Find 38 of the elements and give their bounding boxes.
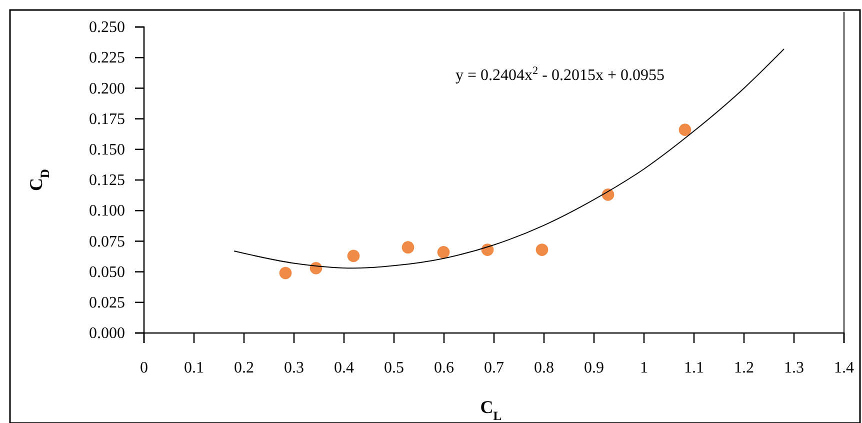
point bbox=[602, 188, 614, 201]
y-tick-label: 0.000 bbox=[89, 325, 125, 342]
x-tick-label: 1.4 bbox=[834, 359, 854, 376]
x-tick-label: 0.5 bbox=[384, 359, 404, 376]
point bbox=[678, 124, 692, 136]
y-tick-label: 0.125 bbox=[89, 172, 125, 190]
y-tick-label: 0.175 bbox=[89, 110, 125, 128]
y-tick-label: 0.025 bbox=[89, 294, 125, 312]
y-tick-label: 0.200 bbox=[89, 80, 125, 98]
point bbox=[437, 246, 450, 258]
point bbox=[536, 244, 548, 256]
x-tick-label: 0.9 bbox=[584, 359, 604, 376]
x-tick-label: 0.6 bbox=[434, 359, 454, 376]
y-tick-label: 0.250 bbox=[89, 19, 125, 36]
x-tick-label: 1.2 bbox=[734, 359, 754, 376]
x-axis-title: C$_{L}$ bbox=[480, 397, 502, 423]
y-tick-label: 0.100 bbox=[89, 202, 125, 220]
x-tick-label: 1.3 bbox=[784, 359, 804, 376]
x-tick-label: 0 bbox=[140, 359, 148, 376]
line-series bbox=[234, 48, 784, 269]
point bbox=[481, 244, 494, 256]
x-tick-label: 0.7 bbox=[484, 359, 504, 376]
x-tick-label: 1.1 bbox=[684, 359, 704, 376]
x-tick-label: 1 bbox=[640, 359, 648, 376]
x-tick-label: 0.1 bbox=[184, 359, 204, 376]
y-tick-label: 0.150 bbox=[89, 142, 125, 159]
point bbox=[402, 241, 414, 254]
annotation: y = 0.2404x$^{2}$ - 0.2015x + 0.0955 bbox=[456, 65, 664, 84]
y-tick-label: 0.225 bbox=[89, 50, 125, 67]
point bbox=[279, 266, 292, 280]
x-tick-label: 0.4 bbox=[334, 359, 354, 376]
x-tick-label: 0.8 bbox=[534, 359, 554, 376]
x-tick-label: 0.2 bbox=[234, 359, 254, 376]
point bbox=[310, 262, 322, 274]
y-tick-label: 0.050 bbox=[89, 264, 125, 281]
point bbox=[347, 250, 360, 262]
y-tick-label: 0.075 bbox=[89, 233, 125, 250]
x-tick-label: 0.3 bbox=[284, 359, 304, 376]
